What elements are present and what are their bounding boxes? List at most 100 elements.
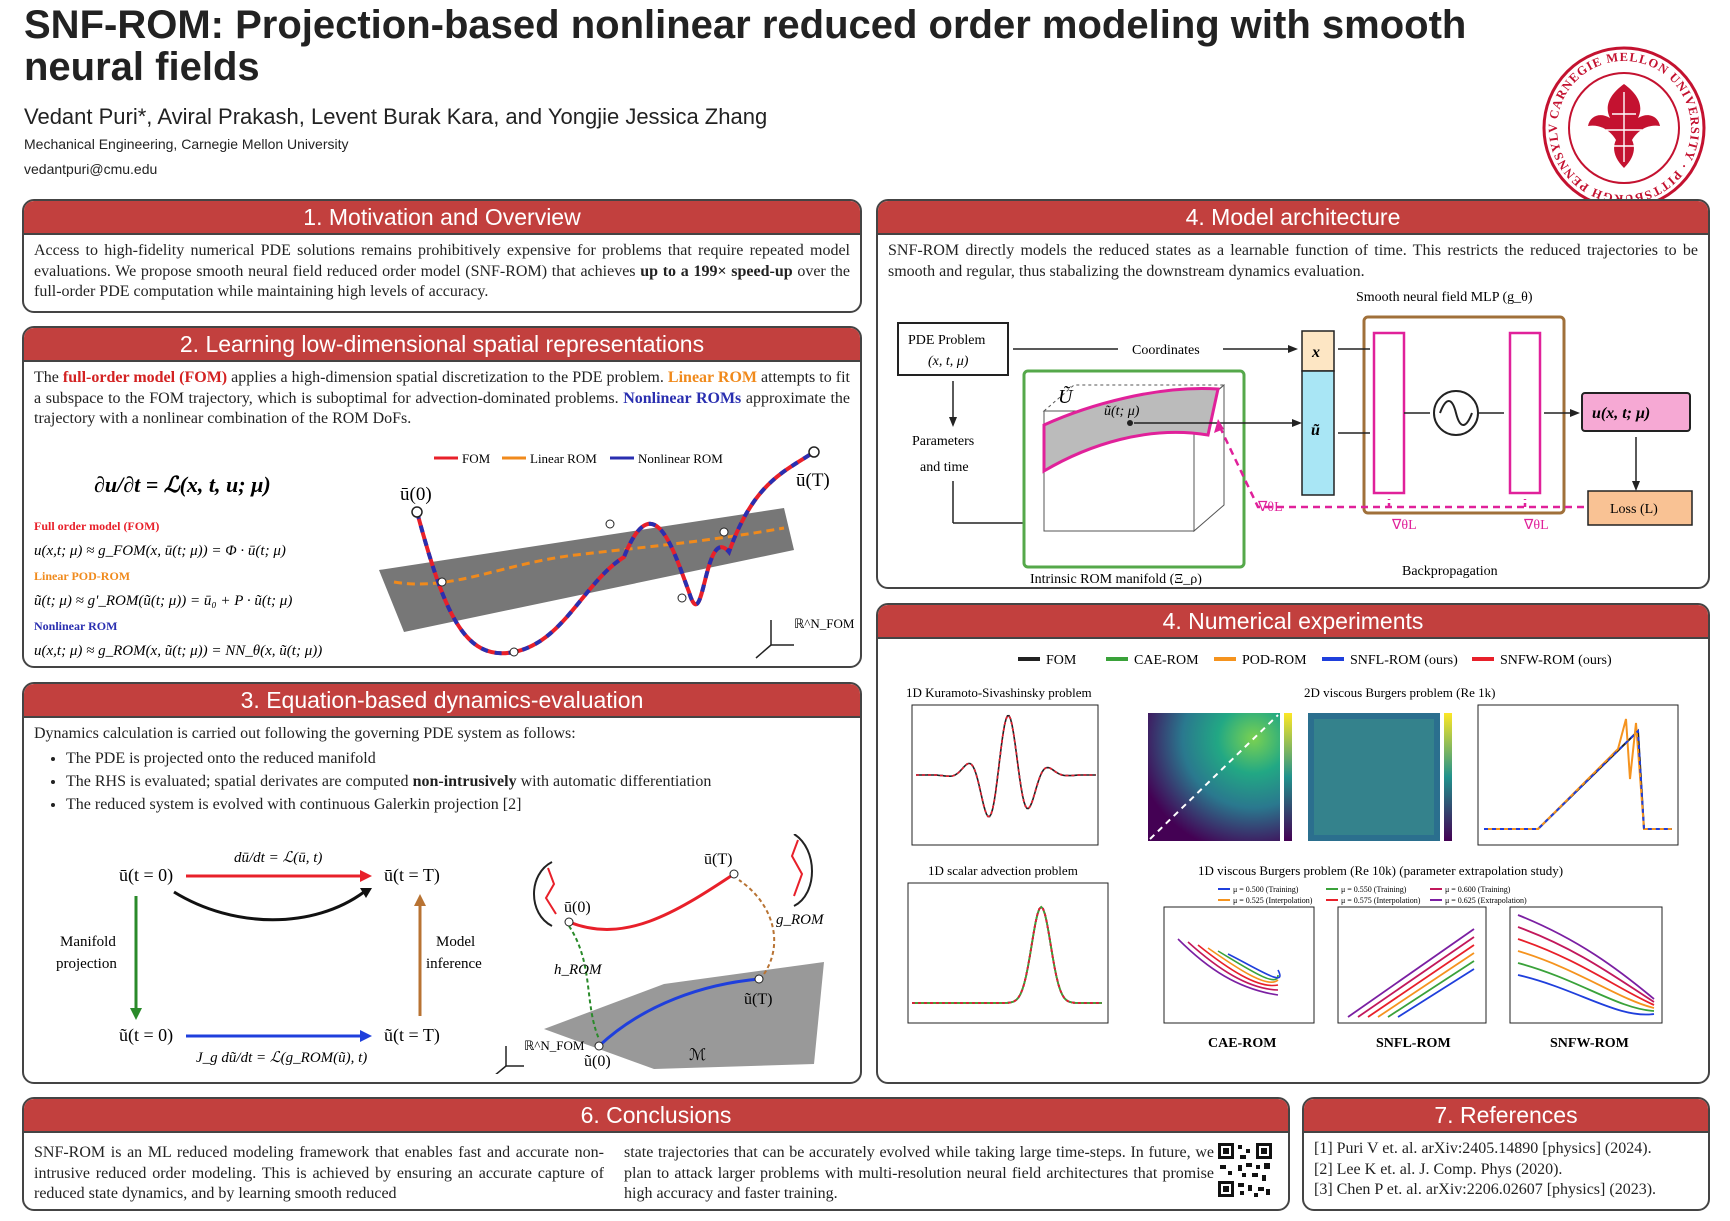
section-title: 6. Conclusions bbox=[24, 1099, 1288, 1133]
list-item: The reduced system is evolved with conti… bbox=[66, 793, 860, 816]
d-utT: ũ(T) bbox=[744, 991, 772, 1008]
author-list: Vedant Puri*, Aviral Prakash, Levent Bur… bbox=[24, 104, 768, 129]
affiliation: Mechanical Engineering, Carnegie Mellon … bbox=[24, 136, 349, 152]
pde-problem-box bbox=[897, 322, 1009, 376]
cae-series bbox=[1187, 941, 1279, 991]
legend-linear: Linear ROM bbox=[530, 451, 597, 466]
legend-entry: SNFW-ROM (ours) bbox=[1500, 653, 1612, 668]
manifold-label-1: Manifold bbox=[60, 934, 116, 950]
legend-entry: POD-ROM bbox=[1242, 653, 1307, 668]
snfw-series bbox=[1517, 962, 1655, 1012]
adv-title: 1D scalar advection problem bbox=[928, 863, 1078, 878]
pde-equation: ∂u/∂t = ℒ(x, t, u; μ) bbox=[94, 472, 271, 497]
snfl-series bbox=[1387, 960, 1475, 1018]
snfl-label: SNFL-ROM bbox=[1376, 1036, 1451, 1051]
utilde-label: Ũ bbox=[1058, 384, 1074, 408]
fom-label: Full order model (FOM) bbox=[34, 519, 159, 533]
x-input-box bbox=[1301, 330, 1335, 372]
fom-trajectory bbox=[415, 450, 816, 656]
loss-label: Loss (L) bbox=[1610, 502, 1658, 517]
representations-text: The full-order model (FOM) applies a hig… bbox=[34, 369, 851, 427]
manifold-label-2: projection bbox=[56, 956, 117, 972]
linear-label: Linear POD-ROM bbox=[34, 569, 130, 583]
u-box-label: ũ bbox=[1311, 422, 1320, 439]
grad-label-3: ∇θL bbox=[1257, 500, 1283, 515]
d-u0: ū(0) bbox=[564, 899, 591, 916]
section-architecture: 4. Model architecture SNF-ROM directly m… bbox=[876, 199, 1710, 589]
mu-entry: μ = 0.550 (Training) bbox=[1341, 885, 1407, 894]
list-item: The PDE is projected onto the reduced ma… bbox=[66, 747, 860, 770]
burgers-step-plot bbox=[1484, 718, 1672, 830]
pde-box-line2: (x, t, μ) bbox=[928, 354, 969, 369]
legend-entry: CAE-ROM bbox=[1134, 653, 1199, 668]
email[interactable]: vedantpuri@cmu.edu bbox=[24, 161, 158, 177]
pde-box-line1: PDE Problem bbox=[908, 333, 986, 348]
section-title: 7. References bbox=[1304, 1099, 1708, 1133]
dynamics-diagram: ū(t = 0) ū(t = T) ũ(t = 0) ũ(t = T) dū/d… bbox=[56, 834, 825, 1074]
section-motivation: 1. Motivation and Overview Access to hig… bbox=[22, 199, 862, 313]
ks-series bbox=[916, 714, 1096, 818]
nonlinear-equation: u(x,t; μ) ≈ g_ROM(x, ũ(t; μ)) = NN_θ(x, … bbox=[34, 643, 322, 659]
utT-bot: ũ(t = T) bbox=[384, 1025, 440, 1046]
list-item[interactable]: [2] Lee K et. al. J. Comp. Phys (2020). bbox=[1314, 1160, 1563, 1178]
nonlinear-label: Nonlinear ROM bbox=[34, 619, 117, 633]
utT-top: ū(t = T) bbox=[384, 865, 440, 886]
conclusion-col-2: state trajectories that can be accuratel… bbox=[624, 1144, 1214, 1202]
list-item[interactable]: [3] Chen P et. al. arXiv:2206.02607 [phy… bbox=[1314, 1181, 1657, 1198]
u-t-mu-label: ũ(t; μ) bbox=[1104, 404, 1140, 419]
model-label-2: inference bbox=[426, 956, 482, 972]
eq-top: dū/dt = ℒ(ū, t) bbox=[234, 850, 322, 866]
mu-entry: μ = 0.525 (Interpolation) bbox=[1233, 896, 1313, 905]
list-item[interactable]: [1] Puri V et. al. arXiv:2405.14890 [phy… bbox=[1314, 1140, 1652, 1157]
mu-entry: μ = 0.500 (Training) bbox=[1233, 885, 1299, 894]
x-box-label: x bbox=[1311, 344, 1320, 361]
snfw-series bbox=[1517, 950, 1655, 1009]
dynamics-bullets: The PDE is projected onto the reduced ma… bbox=[24, 747, 860, 816]
snfl-series bbox=[1377, 952, 1475, 1018]
architecture-text: SNF-ROM directly models the reduced stat… bbox=[888, 242, 1698, 280]
section-title: 3. Equation-based dynamics-evaluation bbox=[24, 684, 860, 718]
step-series bbox=[1484, 728, 1672, 830]
legend-fom: FOM bbox=[462, 451, 491, 466]
legend-entry: SNFL-ROM (ours) bbox=[1350, 653, 1458, 668]
subspace-plane bbox=[379, 508, 794, 632]
loss-box bbox=[1587, 490, 1693, 526]
snfl-series bbox=[1347, 928, 1475, 1018]
ks-plot bbox=[916, 714, 1096, 818]
architecture-diagram: Smooth neural field MLP (g_θ) PDE Proble… bbox=[897, 290, 1693, 585]
ks-title: 1D Kuramoto-Sivashinsky problem bbox=[906, 685, 1092, 700]
d-uT: ū(T) bbox=[704, 851, 732, 868]
output-box bbox=[1581, 392, 1691, 432]
section-title: 4. Numerical experiments bbox=[878, 605, 1708, 639]
speedup-highlight: up to a 199× speed-up bbox=[640, 262, 793, 280]
manifold-caption: Intrinsic ROM manifold (Ξ_ρ) bbox=[1030, 572, 1202, 585]
burg1d-title: 1D viscous Burgers problem (Re 10k) (par… bbox=[1198, 863, 1563, 878]
h-rom: h_ROM bbox=[554, 962, 603, 978]
experiments-figure: FOM CAE-ROM POD-ROM SNFL-ROM (ours) SNFW-ROM… bbox=[906, 653, 1679, 1051]
mlp-box bbox=[1362, 315, 1566, 515]
reference-list: [1] Puri V et. al. arXiv:2405.14890 [phy… bbox=[1304, 1133, 1708, 1201]
legend-nonlinear: Nonlinear ROM bbox=[638, 451, 723, 466]
manifold-surface bbox=[544, 962, 824, 1069]
conclusion-col-1: SNF-ROM is an ML reduced modeling framew… bbox=[34, 1144, 604, 1202]
model-label-1: Model bbox=[436, 934, 475, 950]
cmu-seal-logo: CARNEGIE MELLON UNIVERSITY · PITTSBURGH … bbox=[1540, 44, 1706, 210]
section-title: 2. Learning low-dimensional spatial repr… bbox=[24, 328, 860, 362]
mlp-layer-1 bbox=[1372, 331, 1406, 495]
ut0-top: ū(t = 0) bbox=[119, 865, 173, 886]
linear-equation: ũ(t; μ) ≈ g'_ROM(ũ(t; μ)) = ū₀ + P · ũ(t… bbox=[34, 593, 292, 609]
cae-series bbox=[1207, 947, 1279, 983]
u-input-box bbox=[1301, 370, 1335, 496]
grad-label-1: ∇θL bbox=[1391, 518, 1417, 533]
snfw-series bbox=[1517, 938, 1655, 1006]
rom-manifold-figure: ∂u/∂t = ℒ(x, t, u; μ) Full order model (… bbox=[34, 446, 855, 659]
poster-title: SNF-ROM: Projection-based nonlinear redu… bbox=[24, 3, 1467, 89]
method-legend: FOM CAE-ROM POD-ROM SNFL-ROM (ours) SNFW-ROM… bbox=[1018, 653, 1612, 668]
phase-plots bbox=[1177, 914, 1655, 1018]
mu-entry: μ = 0.625 (Extrapolation) bbox=[1445, 896, 1527, 905]
snfl-series bbox=[1397, 968, 1475, 1018]
list-item: The RHS is evaluated; spatial derivates … bbox=[66, 770, 860, 793]
qr-code[interactable] bbox=[1216, 1141, 1274, 1199]
cae-series bbox=[1177, 938, 1279, 996]
backprop-label: Backpropagation bbox=[1402, 564, 1498, 579]
